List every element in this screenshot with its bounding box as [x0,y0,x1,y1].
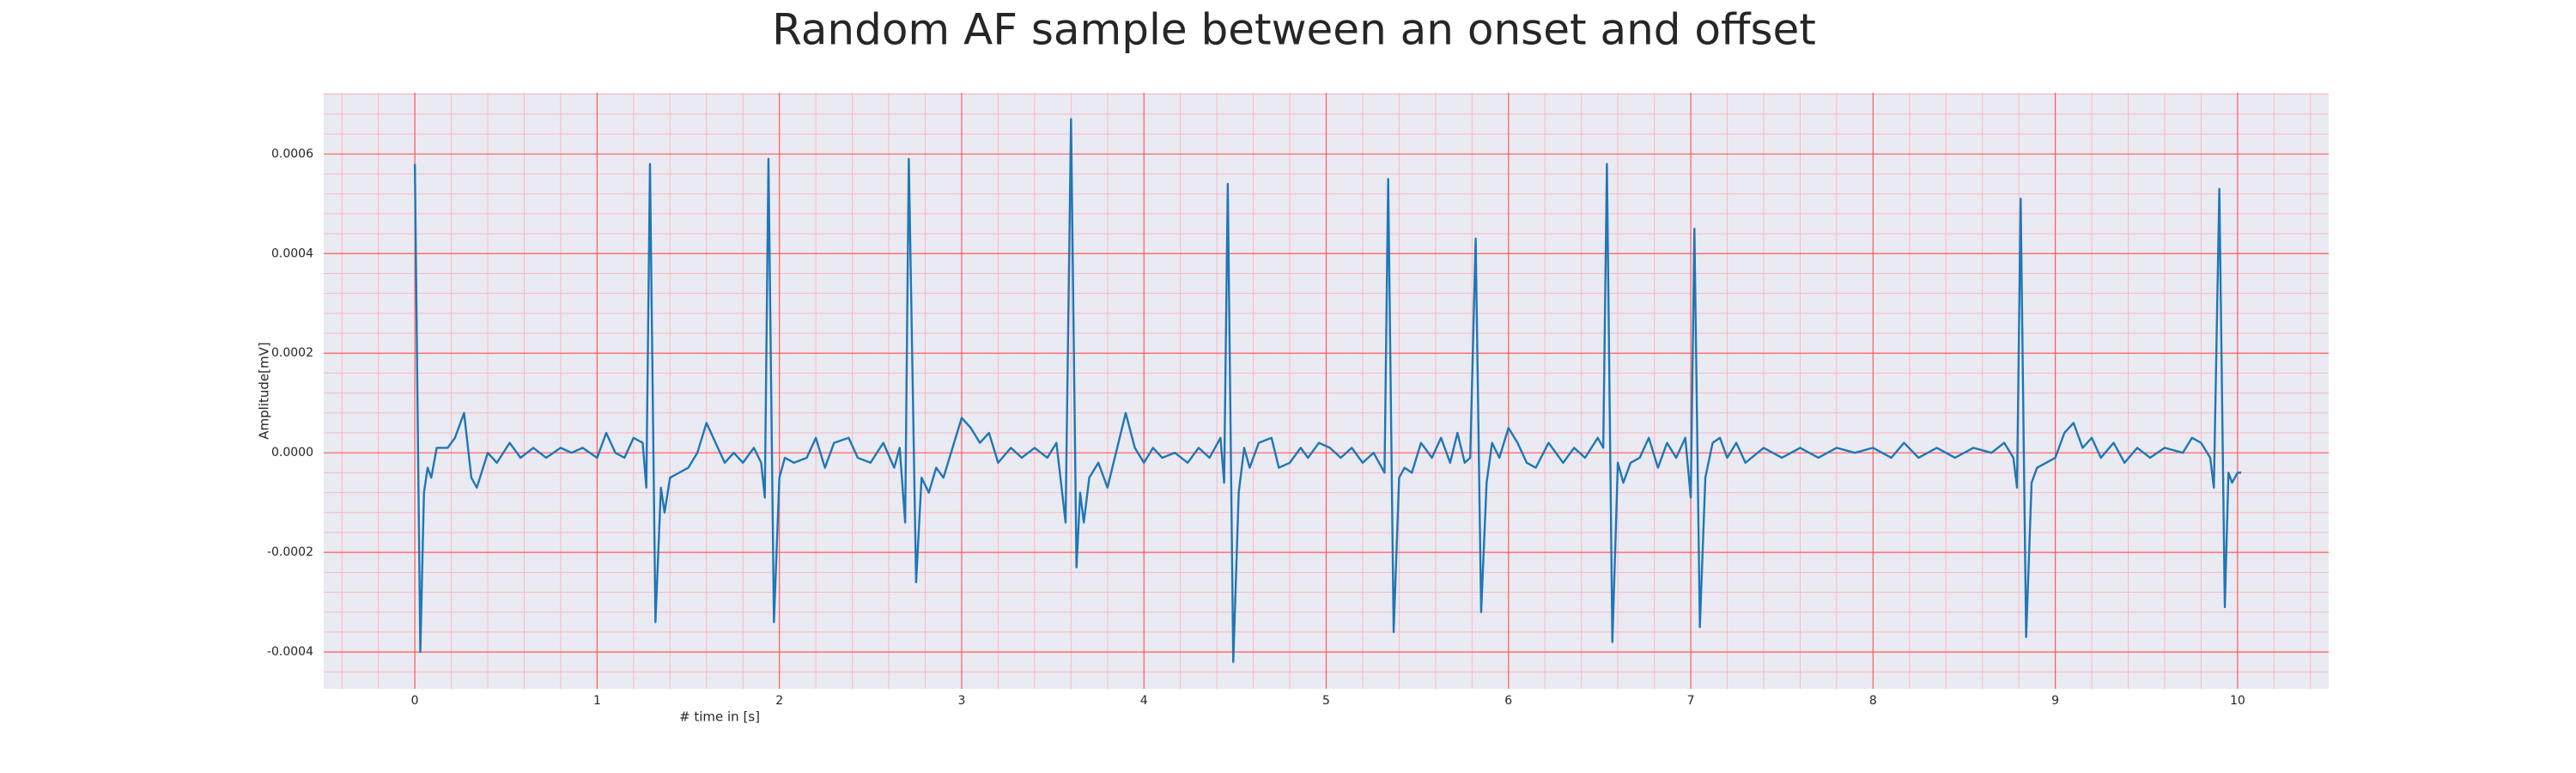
x-tick-label: 7 [1687,694,1695,708]
x-axis-label: # time in [s] [679,709,760,725]
x-tick-label: 3 [957,694,965,708]
x-tick-label: 5 [1322,694,1330,708]
y-tick-label: 0.0002 [271,346,313,360]
y-tick-label: 0.0004 [271,247,313,260]
x-tick-label: 8 [1869,694,1877,708]
x-tick-label: 2 [775,694,783,708]
y-tick-label: -0.0002 [267,545,313,559]
y-tick-label: 0.0000 [271,446,313,460]
x-tick-label: 9 [2051,694,2059,708]
y-tick-label: 0.0006 [271,147,313,161]
y-axis-label: Amplitude[mV] [257,342,272,439]
y-tick-label: -0.0004 [267,645,313,659]
data-line [413,118,2242,663]
x-tick-label: 1 [593,694,601,708]
x-tick-label: 4 [1140,694,1148,708]
chart-title: Random AF sample between an onset and of… [772,5,1816,55]
x-tick-label: 10 [2230,694,2245,708]
x-tick-label: 0 [411,694,419,708]
x-tick-label: 6 [1504,694,1512,708]
